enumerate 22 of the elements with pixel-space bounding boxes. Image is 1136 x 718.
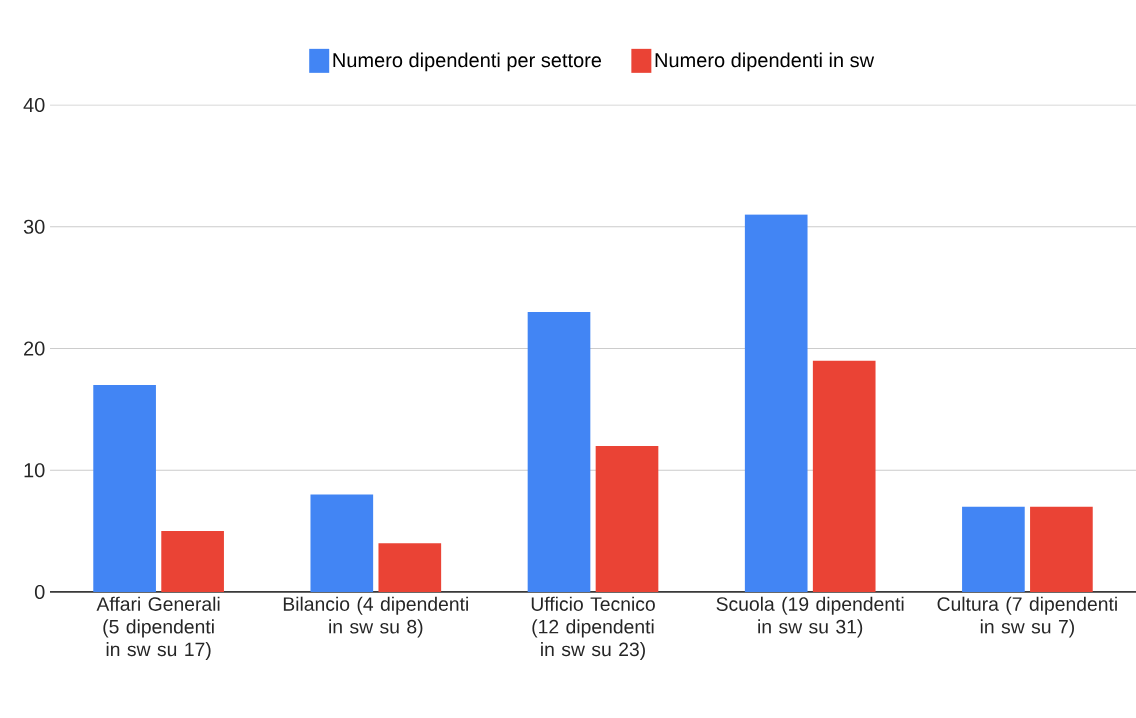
bar — [812, 360, 876, 592]
y-tick-label: 20 — [24, 341, 45, 356]
bar — [310, 494, 374, 592]
x-tick-label: Scuola (19 dipendenti in sw su 31) — [716, 596, 904, 638]
y-tick-label: 0 — [34, 584, 45, 600]
legend-label: Numero dipendenti per settore — [333, 52, 602, 72]
x-tick-label: Affari Generali (5 dipendenti in sw su 17) — [96, 596, 220, 661]
bar — [93, 385, 156, 592]
x-tick-label: Bilancio (4 dipendenti in sw su 8) — [283, 596, 468, 638]
bar — [378, 543, 442, 592]
bar — [962, 506, 1025, 592]
y-tick-label: 10 — [24, 463, 45, 478]
x-tick-label: Cultura (7 dipendenti in sw su 7) — [937, 596, 1117, 638]
x-tick-label: Ufficio Tecnico (12 dipendenti in sw su 23) — [531, 596, 655, 661]
y-tick-label: 30 — [23, 219, 45, 234]
bar — [1030, 506, 1093, 592]
legend-label: Numero dipendenti in sw — [655, 52, 875, 72]
bar — [527, 311, 591, 592]
bar — [595, 445, 659, 592]
bar — [744, 214, 808, 592]
bar — [161, 531, 224, 592]
y-tick-label: 40 — [23, 97, 45, 113]
